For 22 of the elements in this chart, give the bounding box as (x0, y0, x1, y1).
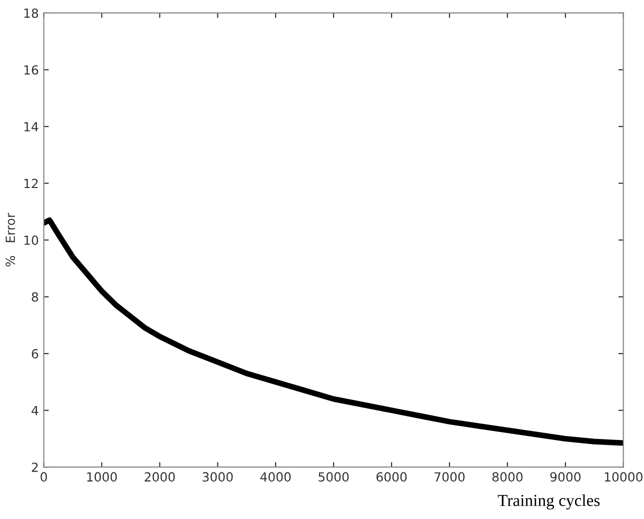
y-tick-label: 18 (24, 8, 38, 18)
x-tick-label: 8000 (492, 472, 523, 482)
x-tick-label: 4000 (260, 472, 291, 482)
x-tick-label: 2000 (144, 472, 175, 482)
y-tick-label: 12 (24, 178, 38, 188)
y-tick-label: 6 (32, 349, 38, 358)
x-tick-label: 9000 (550, 472, 581, 482)
y-tick-label: 2 (32, 462, 38, 472)
y-axis-title: % Error (6, 212, 16, 266)
x-tick-label: 6000 (376, 472, 407, 482)
x-tick-label: 1000 (87, 472, 117, 482)
y-tick-label: 10 (24, 236, 38, 245)
x-axis-title: Training cycles (498, 494, 600, 510)
x-tick-label: 3000 (202, 472, 233, 482)
x-tick-label: 7000 (434, 472, 465, 482)
y-tick-label: 8 (32, 292, 38, 302)
y-tick-label: 4 (32, 406, 38, 416)
y-tick-label: 14 (24, 122, 38, 132)
x-tick-label: 0 (40, 472, 47, 482)
y-tick-label: 16 (24, 65, 38, 75)
x-tick-label: 5000 (318, 472, 349, 482)
x-tick-label: 10000 (604, 472, 642, 482)
